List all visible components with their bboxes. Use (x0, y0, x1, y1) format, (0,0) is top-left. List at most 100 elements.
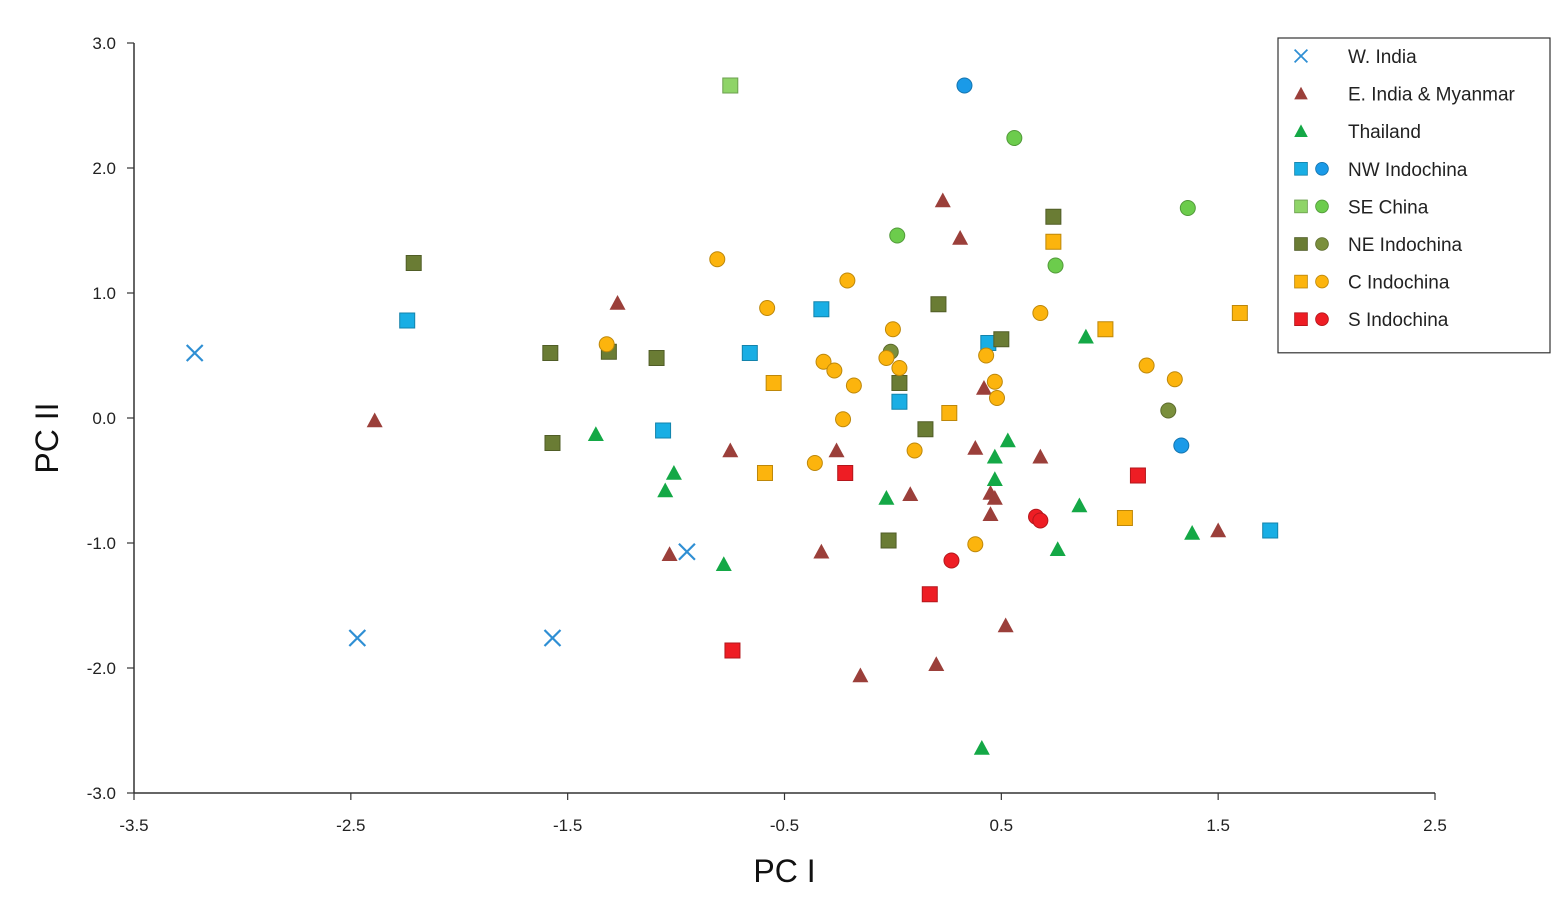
data-point (921, 586, 938, 603)
data-point (828, 442, 845, 458)
data-point (542, 345, 559, 361)
data-point (655, 422, 672, 439)
x-tick-label: -1.5 (553, 816, 582, 835)
data-point (982, 506, 999, 522)
data-point (891, 360, 908, 376)
data-point (826, 362, 843, 379)
data-point (1138, 357, 1155, 374)
data-point (986, 373, 1003, 390)
data-point (928, 656, 945, 672)
y-tick-label: 1.0 (92, 284, 116, 303)
data-point (999, 432, 1016, 448)
data-point (1045, 233, 1062, 250)
x-tick-label: 1.5 (1206, 816, 1230, 835)
data-point (1116, 510, 1133, 526)
data-point (988, 390, 1005, 406)
data-point (1129, 467, 1146, 484)
data-point (715, 556, 732, 572)
data-point (1077, 328, 1094, 344)
y-tick-label: -1.0 (87, 534, 116, 553)
legend-label: W. India (1348, 47, 1417, 68)
data-point (1210, 522, 1227, 538)
y-tick-label: -2.0 (87, 659, 116, 678)
legend-marker (1294, 199, 1308, 214)
data-point (891, 375, 908, 391)
data-point (1231, 305, 1248, 321)
legend-label: NW Indochina (1348, 160, 1468, 181)
data-point (661, 546, 678, 562)
data-point (1262, 522, 1279, 539)
legend-marker (1294, 312, 1308, 327)
legend-label: C Indochina (1348, 273, 1450, 294)
data-point (1097, 321, 1114, 338)
data-point (837, 465, 854, 481)
data-point (709, 251, 726, 268)
x-tick-label: -2.5 (336, 816, 365, 835)
data-point (839, 272, 856, 289)
x-tick-label: -3.5 (119, 816, 148, 835)
legend-item: S Indochina (1294, 310, 1449, 331)
legend-items: W. India E. India & Myanmar Thailand NW Ind… (1293, 47, 1516, 331)
legend-item: W. India (1293, 47, 1417, 68)
legend-label: Thailand (1348, 122, 1421, 143)
data-points (185, 77, 1279, 755)
data-point (1160, 402, 1177, 419)
data-point (973, 740, 990, 755)
axes (133, 43, 1435, 794)
data-point (665, 465, 682, 480)
legend-marker (1315, 199, 1329, 214)
data-point (943, 552, 960, 569)
legend-label: S Indochina (1348, 310, 1449, 331)
data-point (815, 353, 832, 370)
x-tick-label: 0.5 (990, 816, 1014, 835)
legend-item: SE China (1294, 197, 1429, 218)
legend-label: NE Indochina (1348, 235, 1463, 256)
data-point (598, 336, 615, 353)
legend-marker (1315, 312, 1329, 327)
data-point (986, 471, 1003, 487)
data-point (878, 350, 895, 366)
data-point (941, 405, 958, 421)
data-point (986, 448, 1003, 464)
data-point (952, 230, 969, 245)
data-point (1045, 208, 1062, 225)
y-tick-label: 3.0 (92, 34, 116, 53)
data-point (902, 486, 919, 502)
data-point (724, 642, 741, 659)
data-point (884, 321, 901, 338)
data-point (544, 435, 561, 451)
data-point (1179, 200, 1196, 216)
data-point (889, 227, 906, 244)
y-tick-label: -3.0 (87, 784, 116, 803)
legend-item: C Indochina (1294, 273, 1450, 294)
data-point (759, 300, 776, 316)
data-point (1032, 305, 1049, 321)
data-point (934, 192, 951, 208)
data-point (986, 490, 1003, 505)
data-point (678, 542, 696, 561)
data-point (1047, 257, 1064, 274)
data-point (1049, 541, 1066, 557)
data-point (765, 375, 782, 391)
legend-marker (1294, 161, 1308, 176)
data-point (405, 255, 422, 271)
data-point (845, 377, 862, 394)
data-point (906, 442, 923, 459)
legend-marker (1294, 86, 1308, 100)
legend-marker (1294, 237, 1308, 251)
data-point (835, 411, 852, 428)
legend: W. India E. India & Myanmar Thailand NW Ind… (1277, 37, 1551, 354)
data-point (993, 331, 1010, 348)
data-point (348, 629, 367, 647)
data-point (185, 344, 204, 362)
legend-label: E. India & Myanmar (1348, 85, 1516, 106)
data-point (366, 412, 383, 428)
data-point (399, 312, 416, 329)
data-point (878, 490, 895, 505)
legend-marker (1315, 274, 1329, 289)
legend-box (1277, 37, 1551, 354)
data-point (657, 482, 674, 498)
legend-marker (1315, 161, 1329, 176)
legend-marker (1294, 274, 1308, 289)
